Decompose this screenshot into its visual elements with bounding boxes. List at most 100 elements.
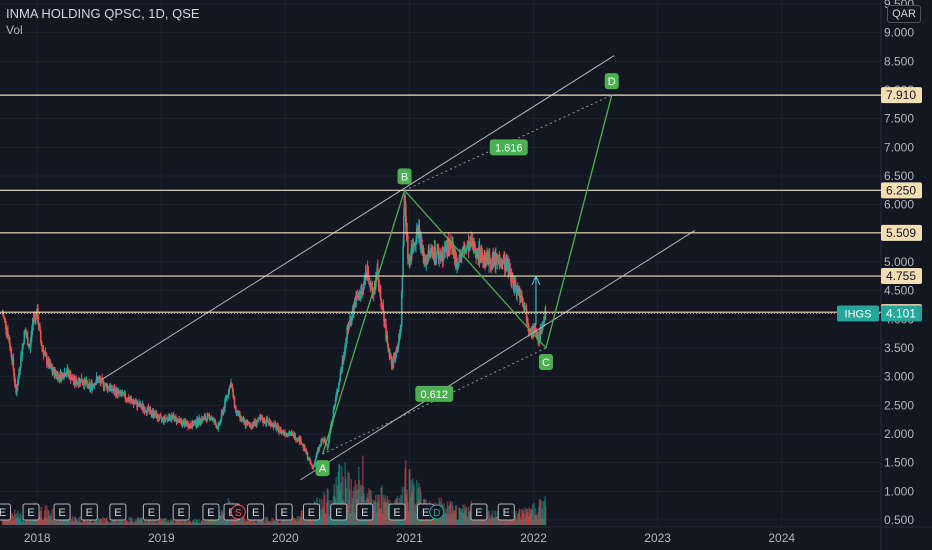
candle-body <box>82 382 84 384</box>
candle-body <box>316 452 318 455</box>
candle-body <box>242 419 245 421</box>
volume-bar <box>329 515 331 525</box>
volume-bar <box>467 507 470 525</box>
candle-body <box>355 296 357 307</box>
volume-bar <box>304 520 306 525</box>
candle-body <box>392 358 395 367</box>
abcd-pattern[interactable]: A B C D 1.616 0.612 <box>315 73 619 477</box>
volume-bar <box>319 509 322 525</box>
candle-body <box>308 458 311 460</box>
candle-body <box>413 242 416 246</box>
volume-bar <box>96 519 99 525</box>
volume-bar <box>88 521 90 525</box>
volume-bar <box>449 500 451 525</box>
volume-bar <box>70 518 73 525</box>
volume-bar <box>159 517 161 525</box>
volume-bar <box>411 492 413 525</box>
candle-body <box>359 293 362 298</box>
candle-body <box>403 195 406 217</box>
candle-body <box>335 395 338 400</box>
candle-body <box>31 324 34 331</box>
volume-bar <box>232 519 234 525</box>
candle-body <box>174 416 176 422</box>
volume-bar <box>456 519 458 525</box>
candle-body <box>41 346 44 350</box>
symbol-title[interactable]: INMA HOLDING QPSC, 1D, QSE <box>6 6 200 21</box>
candle-body <box>539 327 542 341</box>
volume-bar <box>119 518 121 525</box>
volume-bar <box>358 479 361 525</box>
candle-body <box>206 415 209 422</box>
volume-bar <box>190 523 193 525</box>
pattern-point-badge <box>397 168 412 185</box>
pattern-point-badge <box>315 460 330 477</box>
volume-bar <box>133 522 135 525</box>
volume-bar <box>80 521 82 525</box>
volume-bar <box>179 522 182 525</box>
volume-bar <box>243 522 246 525</box>
horizontal-levels[interactable] <box>0 94 881 315</box>
event-markers[interactable]: EEEEEEEEEEEEEEEEEESD <box>0 503 515 521</box>
earnings-marker-box <box>80 503 98 521</box>
candle-body <box>2 313 4 317</box>
candle-body <box>193 422 196 424</box>
candle-body <box>87 383 90 388</box>
candle-body <box>466 245 469 249</box>
trend-channel[interactable] <box>101 55 696 481</box>
volume-bar <box>506 520 509 525</box>
candle-body <box>37 308 39 323</box>
candle-body <box>71 376 74 381</box>
candle-body <box>102 381 105 388</box>
candle-body <box>377 272 380 287</box>
current-price-badge <box>881 305 922 322</box>
candle-body <box>110 385 113 391</box>
volume-bar <box>296 516 299 525</box>
volume-bar <box>165 518 168 525</box>
volume-bar <box>299 516 302 525</box>
volume-bar <box>291 515 294 525</box>
candle-body <box>442 252 445 261</box>
volume-bar <box>338 464 341 525</box>
currency-badge[interactable]: QAR <box>887 5 921 23</box>
volume-bar <box>493 518 495 525</box>
volume-bar <box>187 521 189 525</box>
candle-body <box>332 409 335 418</box>
volume-bar <box>250 519 252 525</box>
volume-bar <box>63 517 65 525</box>
candle-body <box>360 290 363 294</box>
volume-bar <box>104 522 106 525</box>
volume-bar <box>49 515 52 525</box>
volume-bar <box>171 520 174 525</box>
candle-body <box>336 391 338 396</box>
candle-body <box>80 378 83 382</box>
volume-bar <box>404 467 406 525</box>
volume-bar <box>529 508 531 525</box>
volume-bar <box>415 505 417 525</box>
candle-body <box>20 356 23 358</box>
candle-body <box>471 238 474 248</box>
volume-bar <box>347 471 349 525</box>
candle-body <box>338 382 340 389</box>
volume-bar <box>300 510 303 525</box>
volume-bar <box>385 503 387 525</box>
candle-body <box>69 373 72 381</box>
volume-bar <box>191 522 194 525</box>
candle-body <box>184 420 187 423</box>
volume-bar <box>160 521 162 525</box>
candle-body <box>103 387 105 389</box>
volume-bar <box>381 514 384 525</box>
volume-bar <box>200 521 202 525</box>
candle-body <box>9 343 11 349</box>
candle-body <box>334 404 336 408</box>
volume-bar <box>503 520 506 525</box>
volume-bar <box>301 516 304 525</box>
volume-bar <box>24 521 26 525</box>
candle-body <box>177 419 179 421</box>
volume-bar <box>80 523 83 525</box>
candle-body <box>506 259 509 262</box>
candle-body <box>364 278 366 281</box>
volume-bar <box>7 517 9 525</box>
volume-bar <box>189 522 191 525</box>
volume-bar <box>452 511 455 525</box>
